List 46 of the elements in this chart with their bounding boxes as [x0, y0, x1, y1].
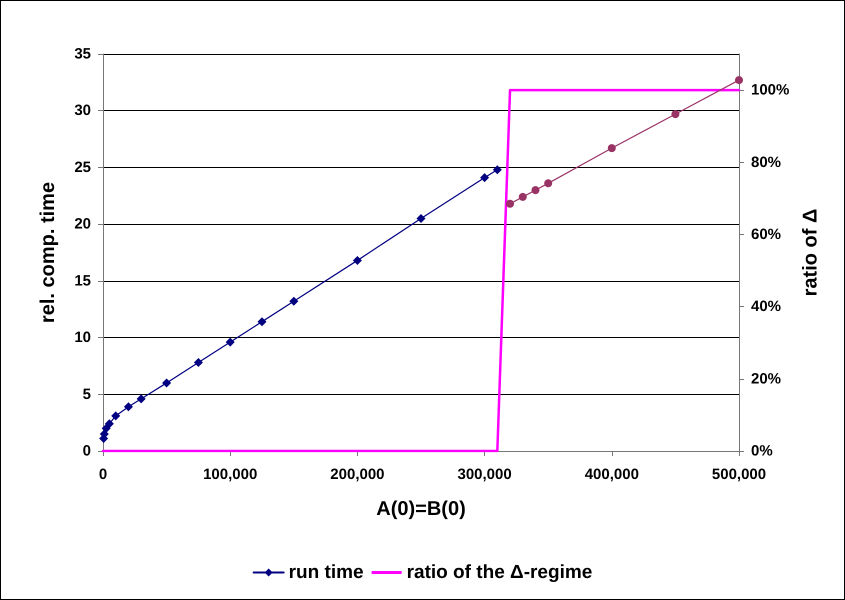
x-tick-label: 400,000 — [584, 466, 639, 483]
y-tick-label: 25 — [74, 158, 91, 176]
point — [506, 200, 514, 208]
point — [258, 317, 266, 326]
point — [531, 186, 540, 194]
x-tick-label: 0 — [98, 466, 108, 483]
y-tick-label: 0 — [82, 442, 91, 460]
y2-axis-title: ratio of Δ — [799, 208, 822, 296]
legend-label: run time — [288, 562, 364, 583]
point — [104, 419, 114, 428]
point — [111, 411, 120, 420]
y2-tick-label: 80% — [751, 154, 782, 171]
x-tick-label: 300,000 — [457, 466, 512, 483]
point — [226, 338, 235, 347]
point — [136, 394, 146, 404]
point — [416, 214, 426, 223]
y2-tick-label: 40% — [751, 298, 782, 316]
legend-label: ratio of the Δ-regime — [406, 562, 592, 583]
point — [480, 173, 490, 182]
x-tick-label: 200,000 — [330, 466, 385, 483]
x-axis-title: A(0)=B(0) — [376, 498, 466, 520]
point — [194, 358, 203, 368]
point — [608, 144, 616, 152]
point — [735, 76, 743, 84]
y-tick-label: 35 — [74, 46, 91, 62]
y-tick-label: 15 — [74, 272, 91, 290]
y-tick-label: 10 — [74, 329, 91, 346]
x-tick-label: 100,000 — [203, 466, 258, 483]
point — [124, 402, 133, 412]
y2-tick-label: 100% — [751, 82, 790, 99]
point — [102, 424, 111, 433]
point — [518, 192, 527, 201]
y2-tick-label: 0% — [751, 442, 773, 460]
y-tick-label: 5 — [82, 386, 91, 403]
y-axis-title: rel. comp. time — [37, 182, 59, 324]
point — [162, 378, 172, 388]
point — [544, 179, 552, 188]
y-tick-label: 20 — [74, 216, 91, 233]
x-tick-label: 500,000 — [712, 466, 766, 483]
point — [352, 256, 362, 265]
point — [289, 296, 298, 306]
point — [671, 110, 680, 118]
point — [492, 165, 502, 174]
y-tick-label: 30 — [74, 102, 91, 120]
y2-tick-label: 60% — [751, 226, 782, 243]
y2-tick-label: 20% — [751, 370, 782, 388]
